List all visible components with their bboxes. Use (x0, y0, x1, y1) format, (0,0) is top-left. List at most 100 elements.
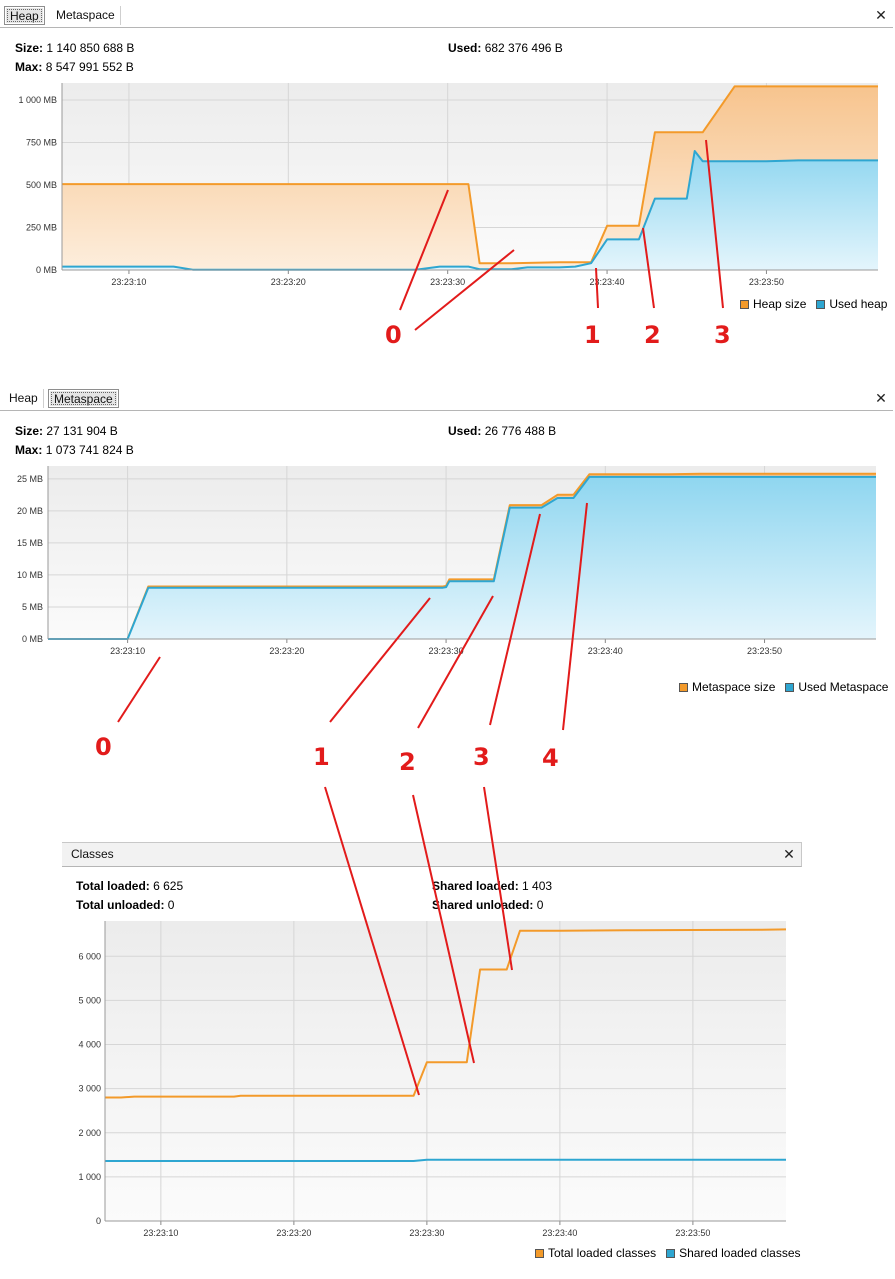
tab-heap[interactable]: Heap (4, 389, 44, 408)
plot-background (105, 921, 786, 1221)
metaspace-annotation-4: 4 (542, 744, 559, 772)
used-heap-swatch (816, 299, 826, 309)
total-unloaded-label: Total unloaded: (76, 898, 165, 912)
x-tick-label: 23:23:20 (276, 1228, 311, 1238)
x-tick-label: 23:23:30 (429, 646, 464, 656)
classes-chart: 0 1 000 2 000 3 000 4 000 5 000 6 000 23:23:10 2… (78, 921, 787, 1238)
total-unloaded-value: 0 (167, 898, 175, 912)
y-tick-label: 6 000 (78, 951, 101, 961)
x-tick-label: 23:23:50 (747, 646, 782, 656)
x-tick-label: 23:23:10 (110, 646, 145, 656)
y-tick-label: 20 MB (17, 506, 43, 516)
metaspace-size-value: 27 131 904 B (46, 424, 118, 438)
tab-classes[interactable]: Classes (71, 847, 114, 861)
metaspace-size-stat: Size: 27 131 904 B (15, 424, 118, 438)
metaspace-annotation-2: 2 (399, 748, 416, 776)
shared-unloaded-stat: Shared unloaded: 0 (432, 898, 543, 912)
x-tick-label: 23:23:40 (542, 1228, 577, 1238)
total-loaded-value: 6 625 (153, 879, 184, 893)
metaspace-max-value: 1 073 741 824 B (45, 443, 134, 457)
heap-used-stat: Used: 682 376 496 B (448, 41, 563, 55)
y-tick-label: 5 000 (78, 995, 101, 1005)
legend-used-metaspace: Used Metaspace (798, 680, 889, 694)
tab-metaspace[interactable]: Metaspace (51, 6, 121, 25)
metaspace-annotation-1: 1 (313, 743, 330, 771)
metaspace-chart: 0 MB 5 MB 10 MB 15 MB 20 MB 25 MB 23:23:10 23:2… (17, 466, 876, 656)
legend-metaspace-size: Metaspace size (692, 680, 776, 694)
y-tick-label: 5 MB (22, 602, 43, 612)
close-icon[interactable]: ✕ (875, 7, 887, 23)
x-tick-label: 23:23:50 (675, 1228, 710, 1238)
used-metaspace-swatch (785, 682, 795, 692)
metaspace-panel-tabbar: Heap Metaspace ✕ (0, 387, 893, 411)
heap-size-swatch (740, 299, 749, 309)
tab-heap[interactable]: Heap (4, 6, 45, 25)
shared-unloaded-value: 0 (536, 898, 544, 912)
legend-shared-loaded: Shared loaded classes (679, 1246, 801, 1260)
y-tick-label: 3 000 (78, 1084, 101, 1094)
total-loaded-swatch (535, 1248, 544, 1258)
heap-legend: Heap size Used heap (740, 297, 887, 311)
close-icon[interactable]: ✕ (875, 390, 887, 406)
y-tick-label: 15 MB (17, 538, 43, 548)
heap-size-value: 1 140 850 688 B (46, 41, 135, 55)
metaspace-size-label: Size: (15, 424, 44, 438)
heap-max-value: 8 547 991 552 B (45, 60, 134, 74)
x-tick-label: 23:23:50 (749, 277, 784, 287)
x-tick-label: 23:23:20 (269, 646, 304, 656)
metaspace-annotation-0: 0 (95, 733, 112, 761)
x-tick-label: 23:23:30 (430, 277, 465, 287)
shared-unloaded-label: Shared unloaded: (432, 898, 534, 912)
heap-used-value: 682 376 496 B (484, 41, 563, 55)
tab-metaspace[interactable]: Metaspace (48, 389, 119, 408)
legend-used-heap: Used heap (829, 297, 888, 311)
x-tick-label: 23:23:10 (143, 1228, 178, 1238)
y-tick-label: 25 MB (17, 474, 43, 484)
metaspace-annotation-3: 3 (473, 743, 490, 771)
y-tick-label: 10 MB (17, 570, 43, 580)
total-unloaded-stat: Total unloaded: 0 (76, 898, 174, 912)
total-loaded-stat: Total loaded: 6 625 (76, 879, 183, 893)
x-tick-label: 23:23:10 (111, 277, 146, 287)
metaspace-used-value: 26 776 488 B (484, 424, 557, 438)
x-tick-label: 23:23:30 (409, 1228, 444, 1238)
classes-panel: Classes ✕ Total loaded: 6 625 Total unlo… (62, 842, 802, 1272)
y-tick-label: 0 MB (22, 634, 43, 644)
close-icon[interactable]: ✕ (783, 846, 795, 862)
classes-legend: Total loaded classes Shared loaded class… (535, 1246, 801, 1260)
heap-used-label: Used: (448, 41, 482, 55)
x-tick-label: 23:23:40 (588, 646, 623, 656)
heap-size-stat: Size: 1 140 850 688 B (15, 41, 134, 55)
heap-max-stat: Max: 8 547 991 552 B (15, 60, 134, 74)
metaspace-used-stat: Used: 26 776 488 B (448, 424, 556, 438)
heap-size-label: Size: (15, 41, 44, 55)
y-tick-label: 2 000 (78, 1128, 101, 1138)
y-tick-label: 0 MB (36, 265, 57, 275)
metaspace-max-label: Max: (15, 443, 43, 457)
y-tick-label: 1 000 (78, 1172, 101, 1182)
used-heap-area (62, 151, 878, 270)
y-tick-label: 250 MB (26, 223, 57, 233)
shared-loaded-swatch (666, 1248, 676, 1258)
heap-panel-tabbar: Heap Metaspace ✕ (0, 4, 893, 28)
metaspace-max-stat: Max: 1 073 741 824 B (15, 443, 134, 457)
y-tick-label: 0 (96, 1216, 101, 1226)
heap-max-label: Max: (15, 60, 43, 74)
heap-chart: 0 MB 250 MB 500 MB 750 MB 1 000 MB 23:23:10 23… (18, 83, 878, 287)
heap-panel: Heap Metaspace ✕ Size: 1 140 850 688 B M… (0, 0, 895, 380)
shared-loaded-value: 1 403 (522, 879, 553, 893)
shared-loaded-label: Shared loaded: (432, 879, 519, 893)
x-tick-label: 23:23:40 (590, 277, 625, 287)
metaspace-size-swatch (679, 682, 688, 692)
x-tick-label: 23:23:20 (271, 277, 306, 287)
legend-total-loaded: Total loaded classes (548, 1246, 657, 1260)
shared-loaded-classes-line (105, 1158, 786, 1162)
metaspace-panel: Heap Metaspace ✕ Size: 27 131 904 B Max:… (0, 385, 895, 705)
y-tick-label: 500 MB (26, 180, 57, 190)
y-tick-label: 1 000 MB (18, 95, 57, 105)
total-loaded-label: Total loaded: (76, 879, 150, 893)
metaspace-used-label: Used: (448, 424, 482, 438)
y-tick-label: 750 MB (26, 138, 57, 148)
legend-heap-size: Heap size (753, 297, 807, 311)
metaspace-size-line (48, 472, 876, 640)
